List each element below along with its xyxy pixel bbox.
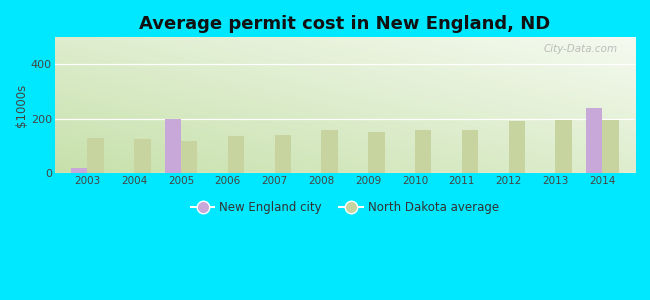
Bar xyxy=(164,119,181,173)
Title: Average permit cost in New England, ND: Average permit cost in New England, ND xyxy=(139,15,551,33)
Bar xyxy=(181,140,198,173)
Bar xyxy=(556,120,572,173)
Bar xyxy=(603,120,619,173)
Bar xyxy=(509,121,525,173)
Bar xyxy=(88,138,104,173)
Bar xyxy=(275,135,291,173)
Bar xyxy=(228,136,244,173)
Bar xyxy=(462,130,478,173)
Bar xyxy=(586,108,603,173)
Text: City-Data.com: City-Data.com xyxy=(543,44,618,54)
Bar xyxy=(71,168,88,173)
Bar xyxy=(369,132,385,173)
Bar xyxy=(322,130,338,173)
Legend: New England city, North Dakota average: New England city, North Dakota average xyxy=(186,196,504,219)
Bar xyxy=(415,130,432,173)
Y-axis label: $1000s: $1000s xyxy=(15,84,28,127)
Bar xyxy=(135,139,151,173)
